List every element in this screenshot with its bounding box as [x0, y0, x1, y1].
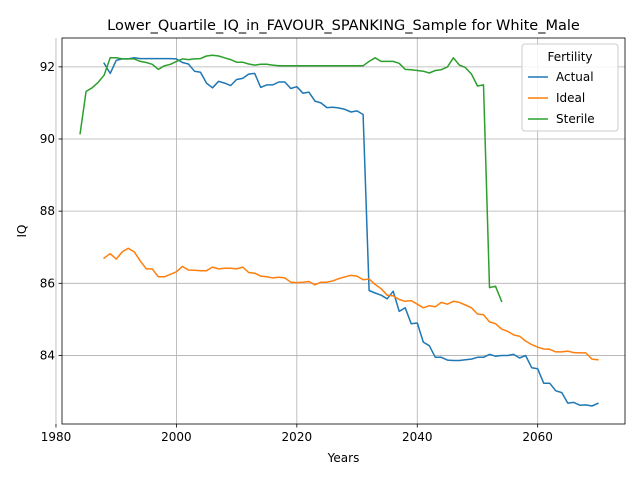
plot-frame — [61, 37, 626, 425]
y-tick-label: 88 — [40, 204, 55, 218]
series-line-actual — [103, 57, 599, 407]
legend-label-sterile: Sterile — [556, 112, 595, 126]
series-lines — [79, 54, 599, 407]
y-tick-label: 86 — [40, 276, 55, 290]
y-tick-label: 84 — [40, 348, 55, 362]
legend-box — [521, 43, 619, 132]
y-tick-label: 92 — [40, 60, 55, 74]
legend-items: Actual Ideal Sterile — [528, 70, 595, 126]
x-tick-label: 2000 — [161, 430, 192, 444]
x-tick-label: 2040 — [402, 430, 433, 444]
x-tick-label: 2020 — [282, 430, 313, 444]
x-axis: 1980 2000 2020 2040 2060 — [41, 424, 553, 444]
series-line-sterile — [79, 54, 503, 303]
x-axis-label: Years — [327, 451, 360, 465]
y-axis-label: IQ — [15, 225, 29, 238]
series-line-ideal — [103, 247, 599, 361]
y-axis: 84 86 88 90 92 — [40, 60, 62, 362]
legend-label-ideal: Ideal — [556, 91, 585, 105]
legend-title: Fertility — [547, 50, 592, 64]
legend-label-actual: Actual — [556, 70, 594, 84]
chart-title: Lower_Quartile_IQ_in_FAVOUR_SPANKING_Sam… — [107, 18, 580, 34]
y-tick-label: 90 — [40, 132, 55, 146]
x-tick-label: 1980 — [41, 430, 72, 444]
legend: Fertility Actual Ideal Sterile — [521, 43, 619, 132]
x-tick-label: 2060 — [522, 430, 553, 444]
